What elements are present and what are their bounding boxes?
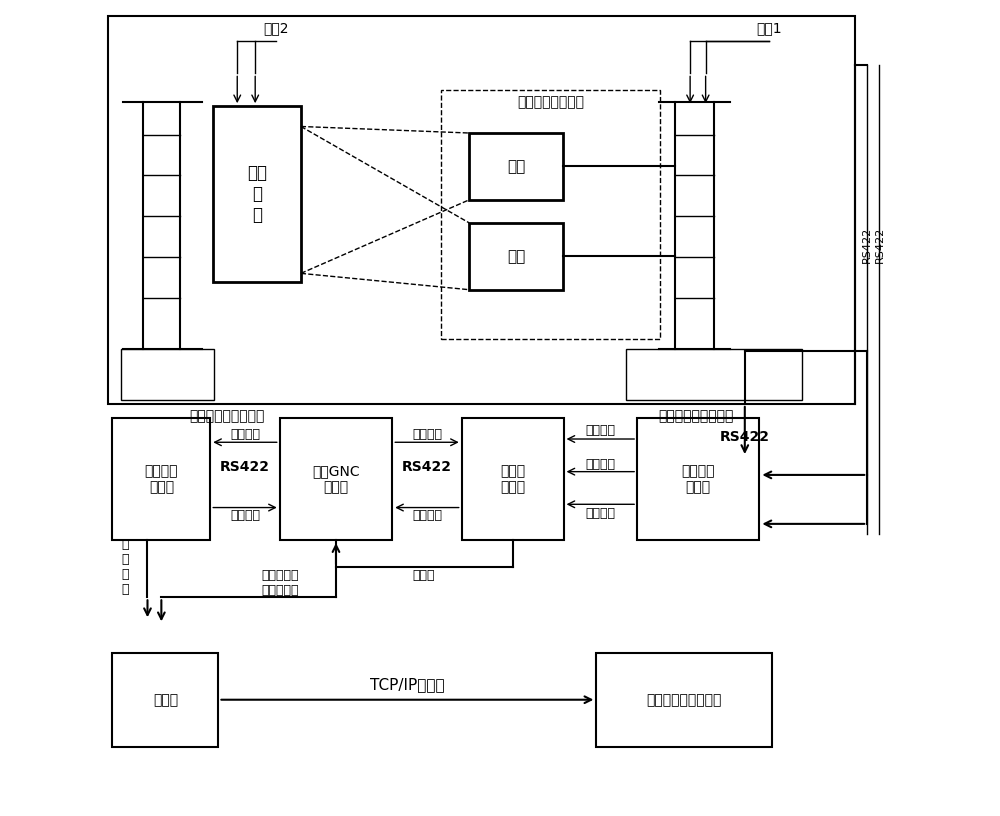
Text: 遥
测
数
据: 遥 测 数 据 [121, 538, 128, 596]
Bar [108, 16, 855, 404]
Text: 数据库: 数据库 [153, 693, 178, 707]
Text: 遥测显示终端计算机: 遥测显示终端计算机 [646, 693, 722, 707]
Text: 测量数据: 测量数据 [585, 507, 615, 520]
Bar [469, 223, 563, 290]
Bar [626, 349, 802, 400]
Text: RS422: RS422 [874, 227, 884, 263]
Text: 查询指令: 查询指令 [412, 428, 442, 441]
Bar [462, 418, 564, 540]
Text: 动力学
仿真机: 动力学 仿真机 [500, 463, 525, 494]
Bar [112, 418, 210, 540]
Text: 目标星运动模拟系统: 目标星运动模拟系统 [189, 409, 264, 424]
Bar [637, 418, 759, 540]
Bar [441, 90, 660, 339]
Text: 遥测数据: 遥测数据 [230, 428, 260, 441]
Text: 追踪星运动模拟系统: 追踪星运动模拟系统 [658, 409, 734, 424]
Text: 工装2: 工装2 [263, 21, 288, 36]
Text: 控制量: 控制量 [413, 569, 435, 582]
Text: 工装1: 工装1 [756, 21, 782, 36]
Bar [280, 418, 392, 540]
Text: 星载GNC
计算机: 星载GNC 计算机 [312, 463, 360, 494]
Text: 数据中转
下位机: 数据中转 下位机 [682, 463, 715, 494]
Text: 轨道、姿态
动力学真值: 轨道、姿态 动力学真值 [261, 570, 298, 597]
Text: 模拟数管
计算机: 模拟数管 计算机 [145, 463, 178, 494]
Text: RS422: RS422 [220, 459, 270, 474]
Bar [596, 653, 772, 747]
Text: 合作
靶
标: 合作 靶 标 [247, 164, 267, 224]
Text: 遥控指令: 遥控指令 [230, 509, 260, 522]
Bar [469, 133, 563, 200]
Text: 雷达: 雷达 [507, 249, 525, 264]
Text: RS422: RS422 [862, 227, 872, 263]
Text: 相机: 相机 [507, 159, 525, 174]
Text: 测量数据: 测量数据 [412, 509, 442, 522]
Text: 反射内存: 反射内存 [585, 458, 615, 471]
Bar [112, 653, 218, 747]
Text: 交会对接跟瞄单机: 交会对接跟瞄单机 [517, 95, 584, 109]
Text: RS422: RS422 [402, 459, 452, 474]
Text: 查询指令: 查询指令 [585, 424, 615, 437]
Bar [121, 349, 214, 400]
Text: RS422: RS422 [720, 429, 770, 444]
Bar [213, 106, 301, 282]
Text: TCP/IP局域网: TCP/IP局域网 [370, 677, 445, 693]
